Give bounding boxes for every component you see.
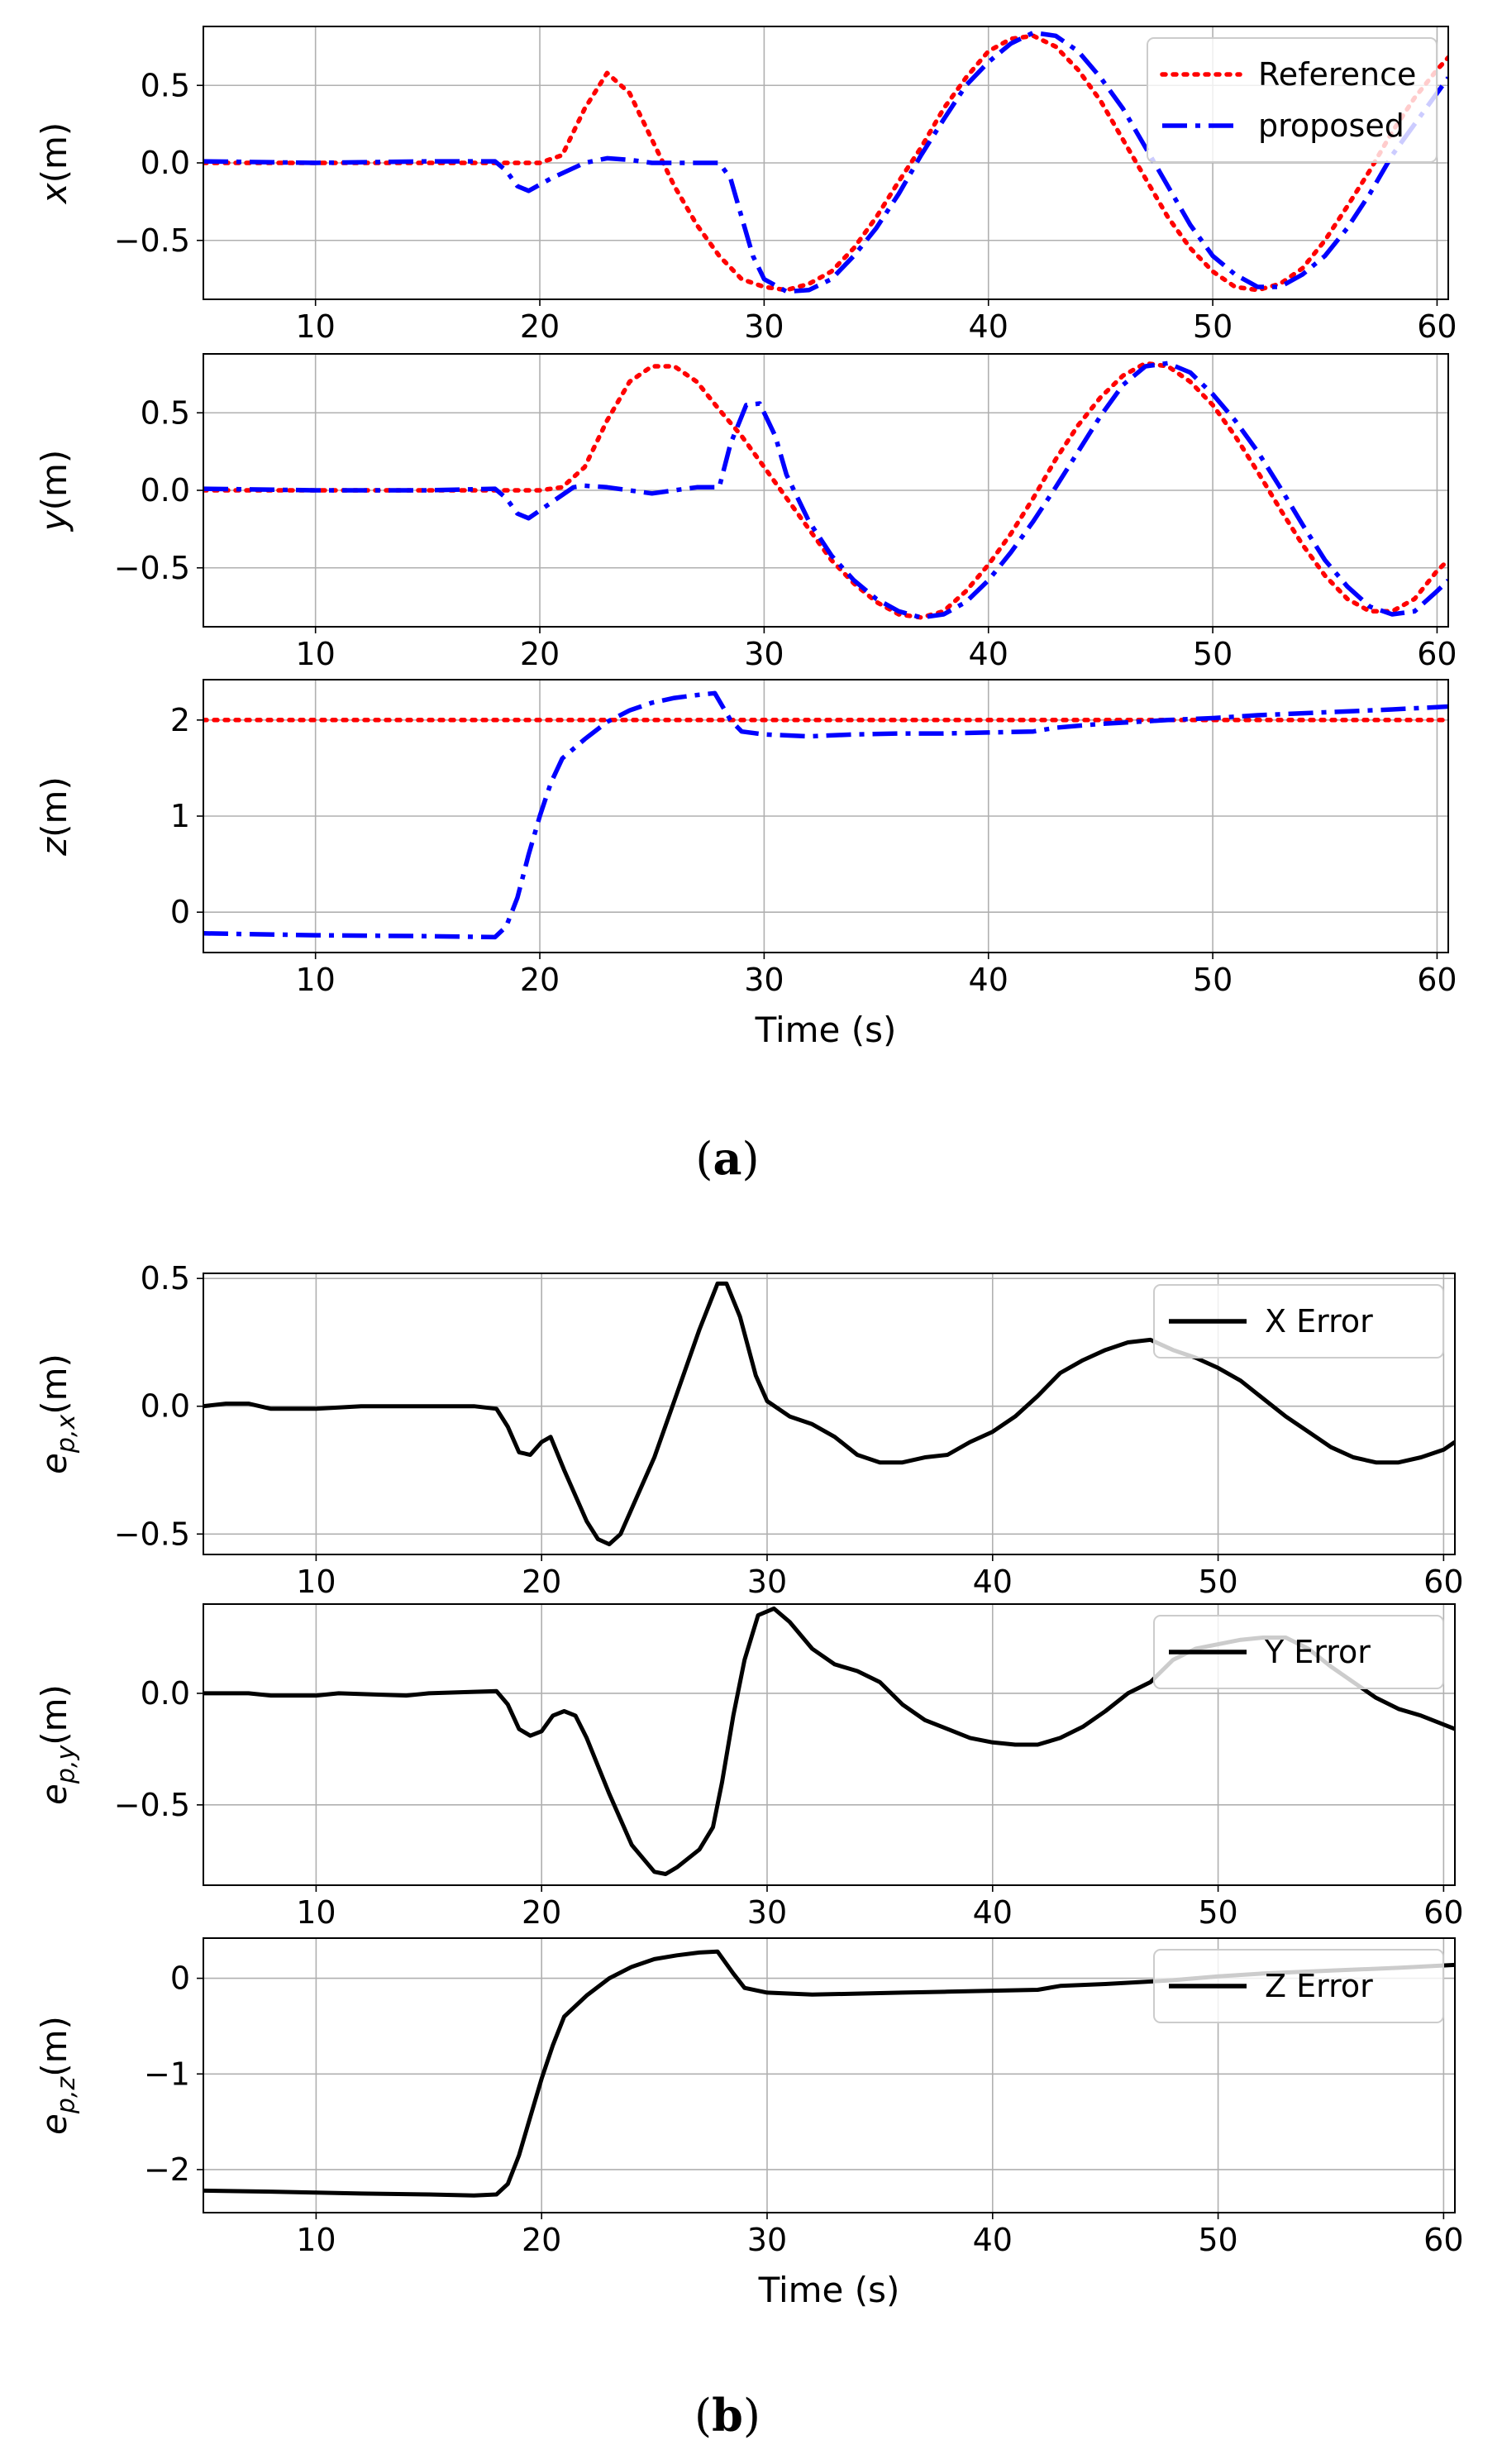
panel-b-subplot-2-xtick-label-40: 40	[973, 1894, 1013, 1931]
panel-a-subplot-1-ytick-label-2: −0.5	[114, 222, 190, 259]
panel-b-subplot-3-xtick-label-60: 60	[1423, 2222, 1463, 2258]
panel-b-subplot-2-xtick-label-30: 30	[747, 1894, 787, 1931]
panel-a-subplot-2-axes: 10 20 30 40 50 60 0.5 0.0 −0.5 y(m)	[34, 353, 1457, 672]
panel-a-subplot-2-series-proposed-line	[203, 361, 1448, 620]
panel-b-subplot-3-legend-label-0: Z Error	[1265, 1968, 1373, 2004]
panel-b-subplot-1-xtick-label-50: 50	[1198, 1564, 1237, 1600]
panel-a-subplot-3-xtick-label-50: 50	[1193, 962, 1233, 998]
panel-b-subplot-2-legend-box	[1153, 1615, 1444, 1689]
panel-a-subplot-2-xtick-label-10: 10	[295, 636, 335, 672]
panel-b-subplot-2-frame	[203, 1603, 1456, 1886]
panel-a-subplot-1-xtick-label-10: 10	[295, 308, 335, 345]
panel-b-subplot-1-axes: 10 20 30 40 50 60 0.5 0.0 −0.5 ep,x(m) X Error	[34, 1260, 1464, 1600]
panel-a-subplot-2-ytick-label-1: 0.0	[141, 472, 190, 509]
panel-a-subplot-2-frame	[203, 353, 1449, 628]
panel-a-subplot-1-legend: Reference proposed	[1147, 37, 1438, 163]
panel-a-subplot-1-xtick-label-50: 50	[1193, 308, 1233, 345]
panel-b-subplot-2-ytick-label-1: −0.5	[114, 1787, 190, 1823]
panel-a-subplot-3-ytick-label-1: 1	[170, 798, 190, 834]
panel-b-subplot-3-ytick-label-2: −2	[144, 2151, 190, 2188]
panel-a-subplot-3-xtick-label-10: 10	[295, 962, 335, 998]
panel-b-subplot-3-frame	[203, 1937, 1456, 2213]
panel-b-subplot-2-xtick-label-50: 50	[1198, 1894, 1237, 1931]
panel-a-subplot-1-axes: 10 20 30 40 50 60 0.5 0.0 −0.5 x(m) Reference propo…	[34, 26, 1457, 345]
panel-a-subplot-1-xtick-label-40: 40	[969, 308, 1008, 345]
panel-b-subplot-3-ytick-label-1: −1	[144, 2056, 190, 2092]
panel-a-subplot-1-ytick-label-0: 0.5	[141, 67, 190, 103]
panel-b-subplot-3-ylabel: ep,z(m)	[34, 2016, 81, 2135]
panel-a-subplot-1-series-proposed-line	[203, 30, 1448, 294]
panel-b-subplot-2-legend: Y Error	[1153, 1615, 1444, 1689]
panel-b-subplot-2-axes: 10 20 30 40 50 60 0.0 −0.5 ep,y(m) Y Error	[34, 1603, 1464, 1931]
panel-a-subplot-2-xtick-label-30: 30	[744, 636, 784, 672]
panel-b-subplot-3-axes: 10 20 30 40 50 60 0 −1 −2 ep,z(m) Time (s) Z Error	[34, 1937, 1464, 2310]
panel-a-subplot-1-frame	[203, 26, 1449, 300]
panel-b-subplot-2-xtick-label-20: 20	[522, 1894, 561, 1931]
panel-b-subplot-1-ytick-label-1: 0.0	[141, 1388, 190, 1425]
panel-b-subplot-1-series-x-error-line	[203, 1281, 1455, 1547]
panel-b-subplot-2-legend-label-0: Y Error	[1264, 1634, 1371, 1670]
panel-a-subplot-3-xtick-label-40: 40	[969, 962, 1008, 998]
panel-a-subplot-1-legend-label-0: Reference	[1258, 56, 1416, 93]
panel-a-caption: (a)	[695, 1132, 759, 1185]
panel-a-subplot-2-xtick-label-50: 50	[1193, 636, 1233, 672]
panel-a-subplot-1-legend-label-1: proposed	[1258, 107, 1404, 144]
panel-a-subplot-3-frame	[203, 679, 1449, 953]
panel-a-subplot-3-ytick-label-2: 0	[170, 894, 190, 930]
panel-b-subplot-1-xtick-label-30: 30	[747, 1564, 787, 1600]
panel-a-subplot-1-series-reference-line	[203, 33, 1448, 293]
panel-a-subplot-2-ytick-label-0: 0.5	[141, 394, 190, 431]
panel-b-subplot-1-legend: X Error	[1153, 1284, 1444, 1359]
panel-b-subplot-2-xtick-label-60: 60	[1423, 1894, 1463, 1931]
panel-b-subplot-2-xtick-label-10: 10	[296, 1894, 336, 1931]
panel-b-subplot-1-xtick-label-20: 20	[522, 1564, 561, 1600]
panel-a-subplot-3-xtick-label-60: 60	[1417, 962, 1457, 998]
panel-a-subplot-3-xlabel: Time (s)	[755, 1010, 897, 1050]
panel-b-subplot-1-xtick-label-40: 40	[973, 1564, 1013, 1600]
panel-a-subplot-2-series-reference-line	[203, 361, 1448, 620]
panel-b-subplot-1-legend-box	[1153, 1284, 1444, 1359]
panel-a-subplot-1-legend-box	[1147, 37, 1438, 163]
panel-a-subplot-2-xtick-label-20: 20	[520, 636, 560, 672]
panel-a-subplot-2-ylabel: y(m)	[34, 450, 74, 533]
panel-a-subplot-1-ytick-label-1: 0.0	[141, 145, 190, 181]
panel-a-subplot-1-xtick-label-60: 60	[1417, 308, 1457, 345]
panel-a-subplot-3-xtick-label-20: 20	[520, 962, 560, 998]
panel-b-subplot-1-ylabel: ep,x(m)	[34, 1354, 81, 1474]
panel-b-subplot-1-ytick-label-0: 0.5	[141, 1260, 190, 1296]
panel-b-subplot-3-xlabel: Time (s)	[758, 2270, 900, 2310]
panel-b-subplot-3-xtick-label-30: 30	[747, 2222, 787, 2258]
panel-b-subplot-3-series-z-error-line	[203, 1949, 1455, 2198]
panel-b-subplot-3-xtick-label-20: 20	[522, 2222, 561, 2258]
panel-b-subplot-1-legend-label-0: X Error	[1265, 1303, 1373, 1339]
panel-a-subplot-3-series-proposed-line	[203, 690, 1448, 940]
panel-a-subplot-2-xtick-label-60: 60	[1417, 636, 1457, 672]
panel-b-subplot-2-ylabel: ep,y(m)	[34, 1684, 81, 1805]
panel-a-subplot-1-ylabel: x(m)	[34, 122, 74, 206]
panel-b-subplot-2-ytick-label-0: 0.0	[141, 1675, 190, 1712]
panel-a-subplot-2-xtick-label-40: 40	[969, 636, 1008, 672]
panel-b-subplot-3-xtick-label-10: 10	[296, 2222, 336, 2258]
panel-a-subplot-2-ytick-label-2: −0.5	[114, 550, 190, 586]
panel-a-subplot-3-ylabel: z(m)	[34, 776, 74, 857]
panel-b-subplot-3-xtick-label-40: 40	[973, 2222, 1013, 2258]
panel-a-subplot-1-xtick-label-30: 30	[744, 308, 784, 345]
panel-b-caption: (b)	[694, 2389, 761, 2442]
panel-b-subplot-1-xtick-label-10: 10	[296, 1564, 336, 1600]
panel-b-subplot-1-ytick-label-2: −0.5	[114, 1516, 190, 1552]
panel-b-subplot-3-xtick-label-50: 50	[1198, 2222, 1237, 2258]
panel-b-subplot-3-legend-box	[1153, 1949, 1444, 2023]
panel-b-subplot-1-frame	[203, 1273, 1456, 1555]
panel-a-subplot-3-ytick-label-0: 2	[170, 702, 190, 738]
panel-b-subplot-3-ytick-label-0: 0	[170, 1960, 190, 1997]
panel-a-subplot-3-xtick-label-30: 30	[744, 962, 784, 998]
panel-b-subplot-1-xtick-label-60: 60	[1423, 1564, 1463, 1600]
panel-b-subplot-3-legend: Z Error	[1153, 1949, 1444, 2023]
panel-a-subplot-1-xtick-label-20: 20	[520, 308, 560, 345]
